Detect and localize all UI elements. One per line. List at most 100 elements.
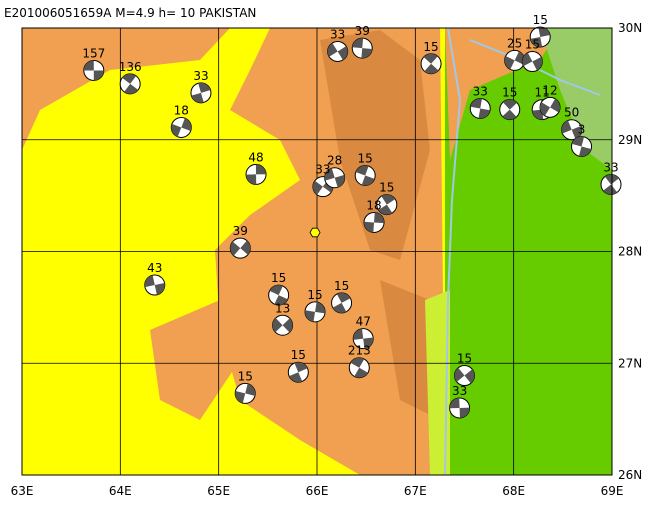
depth-label: 15 <box>238 369 253 383</box>
x-tick-label: 63E <box>11 484 34 498</box>
beachball-quadrant <box>305 310 316 322</box>
beachball-quadrant <box>550 98 561 113</box>
beachball-quadrant <box>334 174 345 188</box>
x-tick-label: 66E <box>306 484 329 498</box>
beachball-quadrant <box>312 180 323 195</box>
y-tick-label: 28N <box>618 245 642 259</box>
beachball <box>190 82 212 104</box>
beachball <box>234 382 256 404</box>
depth-label: 33 <box>473 84 488 98</box>
y-tick-label: 29N <box>618 133 642 147</box>
y-tick-label: 26N <box>618 468 642 482</box>
beachball-quadrant <box>464 369 475 384</box>
beachball-quadrant <box>337 46 348 60</box>
depth-label: 15 <box>334 279 349 293</box>
beachball <box>351 37 373 59</box>
depth-label: 3 <box>578 122 586 136</box>
beachball-quadrant <box>532 109 544 120</box>
beachball <box>352 328 374 350</box>
beachball <box>170 116 192 138</box>
beachball-quadrant <box>374 212 385 224</box>
depth-label: 25 <box>507 36 522 50</box>
beachball-quadrant <box>571 136 585 147</box>
depth-label: 33 <box>193 69 208 83</box>
beachball <box>144 274 166 296</box>
beachball <box>327 40 349 62</box>
beachball-quadrant <box>294 362 308 373</box>
beachball-quadrant <box>191 92 204 103</box>
depth-label: 15 <box>423 40 438 54</box>
depth-label: 157 <box>82 46 105 60</box>
beachball-quadrant <box>352 38 364 49</box>
beachball-quadrant <box>274 295 288 306</box>
beachball-quadrant <box>502 99 518 110</box>
map-title: E201006051659A M=4.9 h= 10 PAKISTAN <box>4 6 256 20</box>
depth-label: 15 <box>358 152 373 166</box>
beachball <box>529 26 551 48</box>
beachball <box>420 53 442 75</box>
beachball-quadrant <box>361 48 373 59</box>
depth-label: 33 <box>315 163 330 177</box>
depth-label: 33 <box>330 27 345 41</box>
beachball <box>600 173 622 195</box>
x-tick-label: 68E <box>502 484 525 498</box>
depth-label: 15 <box>502 86 517 100</box>
beachball-quadrant <box>363 337 374 349</box>
beachball-quadrant <box>459 407 470 418</box>
beachball-quadrant <box>327 42 338 57</box>
beachball-quadrant <box>478 108 491 119</box>
depth-label: 18 <box>174 103 189 117</box>
beachball-quadrant <box>324 168 335 181</box>
depth-label: 48 <box>248 150 263 164</box>
beachball-quadrant <box>350 357 365 368</box>
depth-label: 18 <box>366 198 381 212</box>
depth-label: 39 <box>233 224 248 238</box>
beachball-quadrant <box>355 165 369 176</box>
beachball-quadrant <box>353 328 364 340</box>
beachball <box>245 163 267 185</box>
depth-label: 213 <box>348 344 371 358</box>
beachball-quadrant <box>578 146 592 157</box>
depth-label: 136 <box>119 60 142 74</box>
depth-label: 15 <box>291 348 306 362</box>
beachball-quadrant <box>354 367 368 378</box>
beachball-quadrant <box>332 302 347 313</box>
depth-label: 15 <box>525 38 540 52</box>
depth-label: 15 <box>307 288 322 302</box>
beachball <box>504 49 526 71</box>
depth-label: 43 <box>147 261 162 275</box>
beachball <box>287 361 309 383</box>
beachball-quadrant <box>561 120 572 134</box>
beachball-quadrant <box>144 275 155 288</box>
beachball-quadrant <box>538 26 551 37</box>
beachball <box>119 73 141 95</box>
x-tick-label: 67E <box>404 484 427 498</box>
beachball-quadrant <box>449 397 460 409</box>
beachball <box>331 292 353 314</box>
beachball-quadrant <box>282 318 293 333</box>
beachball-quadrant <box>154 282 165 295</box>
beachball-quadrant <box>423 53 438 64</box>
beachball-quadrant <box>315 301 326 314</box>
beachball <box>376 194 398 216</box>
beachball <box>268 284 290 306</box>
beachball <box>561 119 583 141</box>
beachball-quadrant <box>255 164 267 175</box>
beachball-quadrant <box>540 102 551 116</box>
beachball-quadrant <box>522 52 533 67</box>
y-tick-label: 30N <box>618 21 642 35</box>
beachball-quadrant <box>364 221 375 233</box>
beachball <box>521 51 543 73</box>
beachball-quadrant <box>272 318 283 333</box>
beachball-quadrant <box>381 194 396 205</box>
depth-label: 11 <box>535 86 550 100</box>
beachball-quadrant <box>83 60 94 71</box>
beachball-quadrant <box>361 175 375 186</box>
beachball <box>304 301 326 323</box>
beachball-quadrant <box>502 109 517 120</box>
beachball-quadrant <box>269 285 283 296</box>
beachball-quadrant <box>245 383 256 396</box>
beachball-quadrant <box>240 240 251 255</box>
epicenter <box>309 227 321 238</box>
